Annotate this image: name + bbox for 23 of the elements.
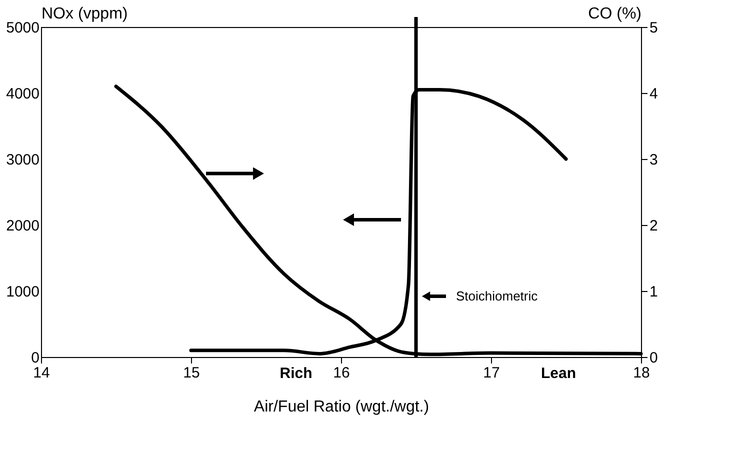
y-tick-label: 3000	[6, 152, 40, 168]
x-tick-label: 17	[483, 364, 500, 382]
ref-line-label: Stoichiometric	[456, 288, 538, 304]
y-tick-label: 4000	[6, 86, 40, 102]
x-tick-label: 15	[183, 364, 200, 382]
y2-tick-label: 5	[650, 20, 658, 36]
y2-tick-label: 3	[650, 152, 658, 168]
y-tick-label: 1000	[6, 284, 40, 300]
y2-tick-label: 4	[650, 86, 658, 102]
x-tick-label: 18	[633, 364, 650, 382]
y-tick-label: 2000	[6, 218, 40, 234]
y2-tick-label: 0	[650, 350, 658, 366]
y2-tick-label: 2	[650, 218, 658, 234]
x-axis-title: Air/Fuel Ratio (wgt./wgt.)	[254, 398, 430, 416]
text: Lean	[540, 365, 576, 382]
x-tick-label: 16	[333, 364, 350, 382]
text: Rich	[280, 365, 312, 382]
y-axis-title: NOx (vppm)	[42, 6, 128, 22]
x-tick-label: 14	[33, 364, 50, 382]
y2-axis-title: CO (%)	[588, 6, 642, 22]
y-tick-label: 0	[31, 350, 40, 366]
y-tick-label: 5000	[6, 20, 40, 36]
y2-tick-label: 1	[650, 284, 658, 300]
